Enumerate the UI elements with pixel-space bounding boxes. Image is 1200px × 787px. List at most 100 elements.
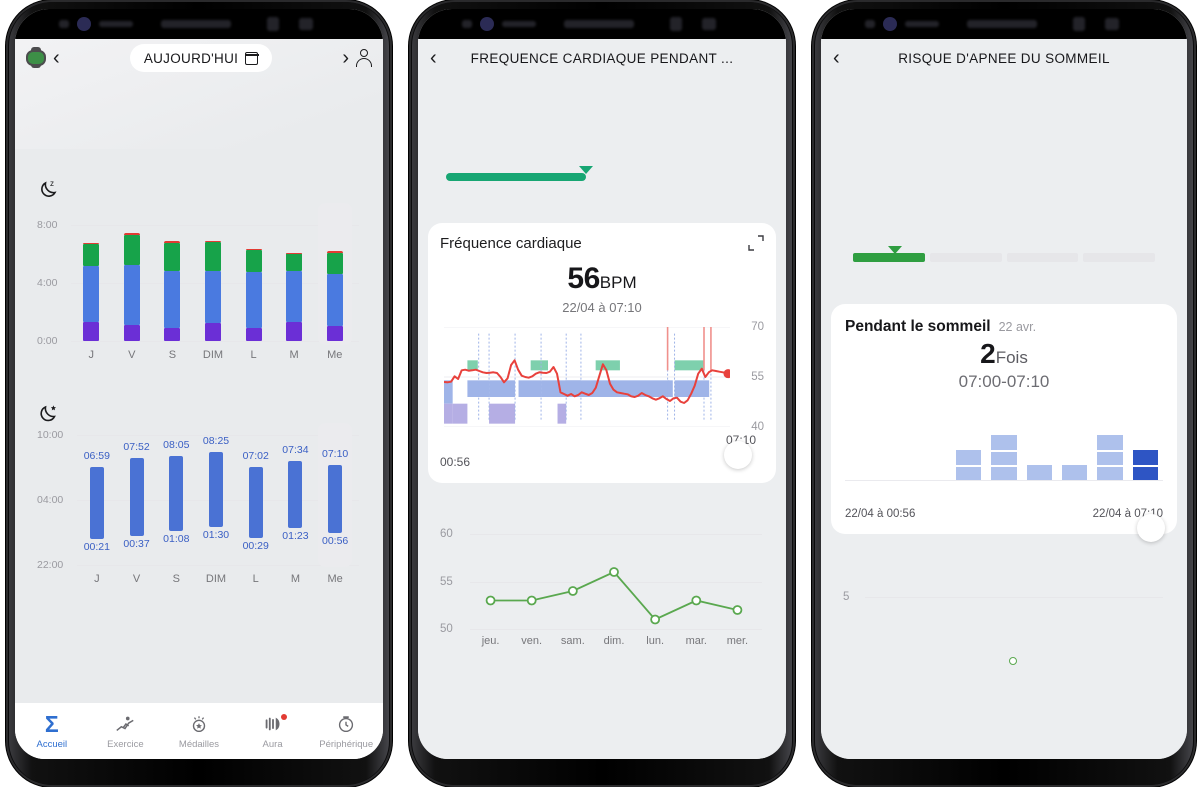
status-bar — [418, 9, 786, 39]
bar-segment — [245, 248, 262, 250]
profile-icon[interactable] — [355, 49, 373, 67]
apnea-during-sleep-chart — [845, 412, 1163, 502]
date-label: AUJOURD'HUI — [143, 50, 239, 66]
wake-time-label: 06:59 — [83, 450, 110, 463]
y-axis-label: 04:00 — [37, 493, 64, 506]
bottom-nav: Σ Accueil Exercice Médailles Aura Périphériqu… — [15, 703, 383, 759]
next-day-button[interactable]: › — [342, 47, 350, 69]
bar-divider — [1097, 450, 1123, 452]
bar-segment — [123, 264, 140, 325]
during-sleep-range: 07:00-07:10 — [958, 372, 1050, 391]
bed-time-label: 00:29 — [242, 539, 269, 552]
during-sleep-date: 22 avr. — [998, 320, 1037, 334]
hr-time-start: 00:56 — [440, 455, 471, 469]
nav-item-accueil[interactable]: Σ Accueil — [15, 711, 89, 751]
x-axis-label: sam. — [560, 635, 585, 647]
back-button[interactable]: ‹ — [430, 47, 437, 69]
gridline — [470, 629, 762, 630]
back-button[interactable]: ‹ — [833, 47, 840, 69]
aura-icon — [236, 712, 310, 736]
prev-day-button[interactable]: ‹ — [53, 47, 60, 69]
heart-rate-timestamp: 22/04 à 07:10 — [562, 300, 642, 315]
phone-2: ‹ FREQUENCE CARDIAQUE PENDANT ... En moy… — [409, 0, 795, 787]
x-axis-label: J — [88, 348, 95, 361]
nav-item-exercice[interactable]: Exercice — [89, 712, 163, 750]
bed-time-label: 00:56 — [322, 535, 349, 547]
bed-time-label: 01:30 — [202, 528, 230, 541]
nav-item-priphrique[interactable]: Périphérique — [309, 712, 383, 750]
y-axis-label: 50 — [440, 623, 453, 635]
chart-scroll-knob[interactable] — [724, 441, 752, 469]
bed-time-label: 01:23 — [282, 530, 309, 543]
phone3-header: ‹ RISQUE D'APNEE DU SOMMEIL — [821, 39, 1187, 77]
date-selector[interactable]: AUJOURD'HUI — [129, 44, 273, 72]
phone-2-screen: ‹ FREQUENCE CARDIAQUE PENDANT ... En moy… — [418, 9, 786, 759]
x-axis-label: M — [289, 348, 299, 361]
gridline — [470, 534, 762, 535]
x-axis-label: mer. — [726, 635, 749, 647]
x-axis-label: Me — [327, 348, 343, 361]
baseline — [845, 480, 1163, 481]
bar-segment — [286, 321, 303, 341]
bar-segment — [326, 273, 343, 326]
y-axis-label: 40 — [751, 421, 764, 433]
x-axis-label: ven. — [521, 635, 543, 647]
status-bar — [15, 9, 383, 39]
during-sleep-header: Pendant le sommeil 22 avr. — [845, 318, 1163, 336]
x-axis-label: jeu. — [481, 635, 500, 647]
during-sleep-title: Pendant le sommeil — [845, 318, 991, 335]
bar-segment — [326, 325, 343, 341]
x-axis-label: S — [168, 348, 177, 361]
bar-segment — [205, 241, 221, 272]
bar-divider — [1097, 465, 1123, 467]
regularity-bar — [129, 457, 144, 537]
x-axis-label: DIM — [205, 572, 227, 585]
page-title: RISQUE D'APNEE DU SOMMEIL — [898, 50, 1110, 66]
apnea-bar — [1097, 435, 1123, 480]
nav-item-aura[interactable]: Aura — [236, 712, 310, 750]
x-axis-label: lun. — [646, 635, 665, 647]
y-axis-label: 55 — [440, 575, 453, 588]
gridline — [71, 340, 359, 342]
y-axis-label: 10:00 — [37, 428, 64, 441]
phone-1: ‹ AUJOURD'HUI › APERÇU BIOCHARGE SOMMEIL — [6, 0, 392, 787]
wake-time-label: 08:05 — [163, 438, 190, 451]
x-axis-label: L — [250, 348, 257, 361]
nav-item-label: Aura — [262, 739, 283, 750]
bar-segment — [286, 253, 303, 271]
phone2-header: ‹ FREQUENCE CARDIAQUE PENDANT ... — [418, 39, 786, 77]
y-axis-label: 5 — [843, 591, 850, 603]
during-sleep-count-row: 2Fois — [845, 338, 1163, 370]
bar-segment — [245, 249, 262, 273]
heart-rate-title: Fréquence cardiaque — [440, 235, 582, 252]
y-axis-label: 70 — [751, 321, 764, 333]
nav-item-mdailles[interactable]: Médailles — [162, 712, 236, 750]
phone1-topbar: ‹ AUJOURD'HUI › — [15, 39, 383, 77]
x-axis-label: L — [252, 572, 259, 585]
x-axis-label: mar. — [685, 635, 707, 647]
x-axis-label: S — [172, 572, 180, 585]
x-axis-label: V — [128, 348, 136, 361]
bar-segment — [164, 240, 181, 243]
medal-icon — [162, 712, 236, 736]
track-fill — [446, 173, 587, 181]
chart-scroll-knob[interactable] — [1137, 514, 1165, 542]
wake-time-label: 08:25 — [202, 434, 230, 447]
bar-segment — [245, 327, 262, 341]
regularity-bar — [89, 467, 104, 540]
wake-time-label: 07:02 — [242, 449, 269, 462]
y-axis-label: 8:00 — [37, 219, 58, 232]
expand-icon[interactable] — [748, 235, 764, 251]
bar-segment — [83, 321, 100, 341]
watch-icon[interactable] — [25, 47, 47, 69]
data-point — [1009, 657, 1017, 665]
heart-rate-value-row: 56BPM — [440, 262, 764, 296]
regularity-bar — [328, 465, 343, 533]
x-axis-label: J — [94, 572, 100, 585]
heart-rate-unit: BPM — [599, 273, 637, 292]
bar-segment — [205, 271, 221, 324]
watch-clock-icon — [309, 712, 383, 736]
nav-item-label: Médailles — [178, 739, 220, 750]
moon-z-icon: z — [37, 177, 61, 201]
